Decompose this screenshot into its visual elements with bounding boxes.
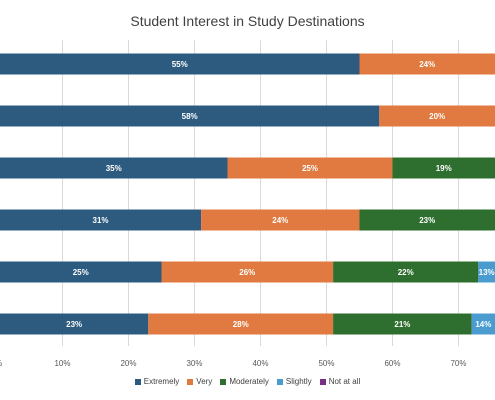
legend-label: Slightly (285, 377, 312, 386)
data-label: 24% (272, 216, 288, 225)
data-label: 35% (106, 164, 122, 173)
legend-item: Not at all (319, 377, 361, 386)
bar-segment (0, 105, 380, 127)
bar-segment (392, 157, 495, 179)
legend-swatch (134, 378, 141, 385)
x-tick-label: 30% (186, 359, 202, 368)
data-label: 14% (475, 320, 491, 329)
data-label: 19% (436, 164, 452, 173)
legend-swatch (220, 378, 227, 385)
data-label: 31% (93, 216, 109, 225)
x-tick-label: 10% (54, 359, 70, 368)
legend-item: Moderately (220, 377, 269, 386)
data-label: 20% (429, 112, 445, 121)
x-tick-label: 20% (120, 359, 136, 368)
data-label: 13% (479, 268, 495, 277)
x-tick-label: 50% (318, 359, 334, 368)
legend-item: Slightly (276, 377, 312, 386)
bar-segment (359, 209, 495, 231)
data-label: 55% (172, 60, 188, 69)
bar-segment (148, 313, 334, 335)
data-label: 23% (419, 216, 435, 225)
data-label: 25% (73, 268, 89, 277)
x-tick-label: 0% (0, 359, 2, 368)
legend-swatch (187, 378, 194, 385)
legend-label: Moderately (229, 377, 269, 386)
x-tick-label: 40% (252, 359, 268, 368)
bar-segment (478, 261, 495, 283)
bar-segment (161, 261, 334, 283)
bar-segment (333, 261, 479, 283)
legend-label: Not at all (328, 377, 361, 386)
data-label: 28% (233, 320, 249, 329)
data-label: 58% (182, 112, 198, 121)
x-tick-label: 70% (450, 359, 466, 368)
legend-item: Very (187, 377, 212, 386)
data-label: 24% (419, 60, 435, 69)
data-label: 21% (394, 320, 410, 329)
data-label: 22% (398, 268, 414, 277)
bar-segment (0, 209, 202, 231)
chart-title: Student Interest in Study Destinations (130, 13, 365, 29)
legend: Extremely Very Moderately Slightly Not at al… (0, 377, 495, 386)
bar-segment (471, 313, 495, 335)
legend-swatch (319, 378, 326, 385)
data-label: 26% (239, 268, 255, 277)
bar-segment (359, 53, 495, 75)
data-label: 25% (302, 164, 318, 173)
bar-segment (0, 157, 228, 179)
legend-swatch (276, 378, 283, 385)
bar-segment (0, 313, 149, 335)
data-label: 23% (66, 320, 82, 329)
bar-segment (201, 209, 360, 231)
legend-item: Extremely (134, 377, 180, 386)
x-tick-label: 60% (384, 359, 400, 368)
legend-label: Very (196, 377, 213, 386)
bar-segment (379, 105, 495, 127)
bar-segment (0, 261, 162, 283)
bar-segment (333, 313, 472, 335)
bar-segment (0, 53, 360, 75)
legend-label: Extremely (143, 377, 180, 386)
bar-segment (227, 157, 393, 179)
